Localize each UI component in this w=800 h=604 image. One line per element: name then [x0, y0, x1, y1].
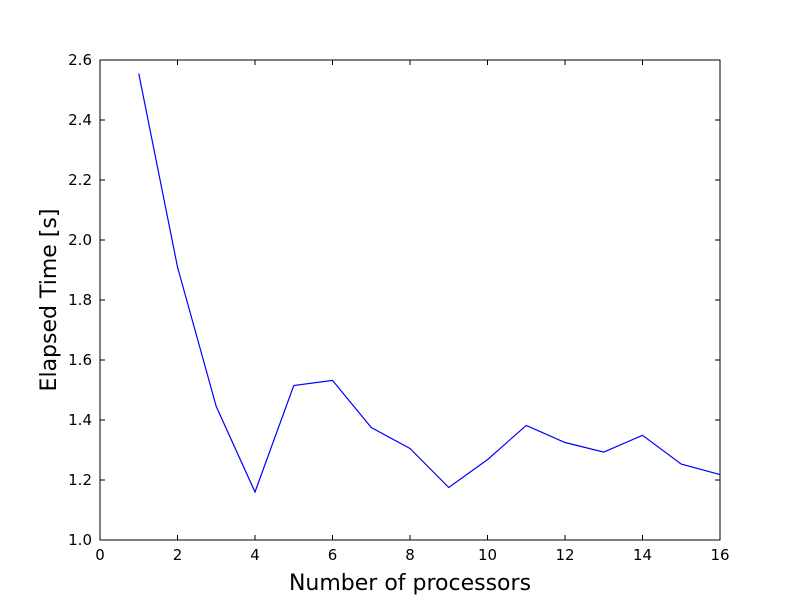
y-tick-label: 1.2 — [68, 471, 92, 489]
y-tick-label: 1.6 — [68, 351, 92, 369]
x-tick-label: 2 — [173, 546, 183, 564]
plot-frame — [99, 59, 721, 541]
y-axis-label: Elapsed Time [s] — [37, 209, 62, 392]
x-tick-label: 16 — [710, 546, 729, 564]
y-tick-label: 1.4 — [68, 411, 92, 429]
x-tick-label: 12 — [555, 546, 574, 564]
x-tick-label: 8 — [405, 546, 415, 564]
y-tick-label: 2.4 — [68, 111, 92, 129]
x-axis-label: Number of processors — [289, 571, 531, 596]
y-tick-label: 1.0 — [68, 531, 92, 549]
plot-area — [100, 60, 720, 540]
y-tick-label: 2.2 — [68, 171, 92, 189]
x-tick-label: 10 — [478, 546, 497, 564]
y-tick-label: 2.6 — [68, 51, 92, 69]
x-tick-label: 14 — [633, 546, 652, 564]
x-tick-label: 0 — [95, 546, 105, 564]
series-layer — [138, 73, 721, 494]
y-tick-label: 1.8 — [68, 291, 92, 309]
x-tick-label: 6 — [328, 546, 338, 564]
tick-labels-layer: 0 2 4 6 8 10 12 14 16 1.0 1.2 1.4 1.6 1.8 2.0 2.2 2.4 2.6 — [68, 51, 729, 564]
y-tick-label: 2.0 — [68, 231, 92, 249]
x-tick-label: 4 — [250, 546, 260, 564]
series-line — [138, 73, 721, 494]
